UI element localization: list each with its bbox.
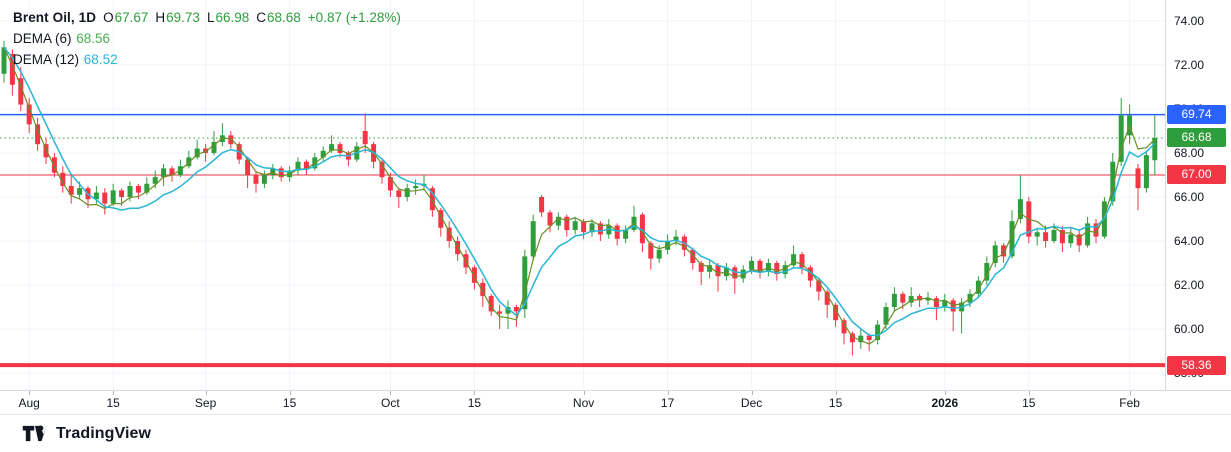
time-tick-label: 15 xyxy=(1022,396,1036,410)
price-badge-67.00: 67.00 xyxy=(1167,165,1226,185)
time-tick-label: Aug xyxy=(18,396,40,410)
dema-12-line xyxy=(3,46,1156,337)
indicator-value-dema6: 68.56 xyxy=(76,31,111,46)
time-tick-label: 17 xyxy=(660,396,675,410)
indicator-label-dema12[interactable]: DEMA (12) xyxy=(13,52,80,67)
time-tick-label: Sep xyxy=(194,396,217,410)
ohlc-value: 69.73 xyxy=(166,10,200,25)
time-tick-mark xyxy=(751,391,753,395)
candlestick-series xyxy=(1,40,1158,356)
price-badge-69.74: 69.74 xyxy=(1167,105,1226,125)
time-tick-mark xyxy=(1129,391,1131,395)
time-tick-label: Nov xyxy=(572,396,595,410)
price-tick-label: 64.00 xyxy=(1174,233,1205,248)
ohlc-label: L xyxy=(206,10,215,25)
indicator-value-dema12: 68.52 xyxy=(83,52,118,67)
time-tick-mark xyxy=(835,391,837,395)
price-tick-label: 68.00 xyxy=(1174,145,1205,160)
chart-legend: Brent Oil, 1D O67.67 H69.73 L66.98 C68.68 +0.… xyxy=(13,7,401,70)
tradingview-brand-text[interactable]: TradingView xyxy=(56,424,152,442)
price-tick-label: 62.00 xyxy=(1174,278,1205,293)
time-tick-mark xyxy=(29,391,31,395)
candlestick-chart[interactable] xyxy=(0,0,1165,390)
dema-6-line xyxy=(3,47,1156,345)
price-tick-label: 60.00 xyxy=(1174,322,1205,337)
time-tick-mark xyxy=(583,391,585,395)
change-value: +0.87 (+1.28%) xyxy=(307,10,401,25)
time-tick-label: 2026 xyxy=(931,396,959,410)
time-tick-mark xyxy=(390,391,392,395)
time-tick-mark xyxy=(113,391,115,395)
time-tick-label: 15 xyxy=(106,396,120,410)
symbol-title[interactable]: Brent Oil, 1D xyxy=(13,10,97,25)
price-badge-58.36: 58.36 xyxy=(1167,355,1226,375)
time-tick-mark xyxy=(1028,391,1030,395)
time-tick-label: Dec xyxy=(740,396,763,410)
time-tick-label: 15 xyxy=(467,396,482,410)
ohlc-label: O xyxy=(103,10,114,25)
indicator-row-dema6: DEMA (6) 68.56 xyxy=(13,28,401,49)
price-level-lines xyxy=(0,113,1165,368)
price-axis[interactable]: 74.0072.0070.0068.0066.0064.0062.0060.00… xyxy=(1165,0,1231,390)
time-tick-label: Oct xyxy=(381,396,400,410)
time-axis[interactable]: Aug 15 Sep 15 Oct 15 Nov 17 Dec 15 2026 15 Feb xyxy=(0,390,1231,415)
price-tick-label: 74.00 xyxy=(1174,13,1205,28)
footer-bar: TradingView xyxy=(0,414,1231,452)
time-tick-mark xyxy=(205,391,207,395)
ohlc-value: 66.98 xyxy=(215,10,250,25)
price-tick-label: 66.00 xyxy=(1174,189,1205,204)
ohlc-values: O67.67 H69.73 L66.98 C68.68 xyxy=(96,10,301,25)
indicator-label-dema6[interactable]: DEMA (6) xyxy=(13,31,72,46)
ohlc-label: C xyxy=(256,10,266,25)
time-tick-mark xyxy=(944,391,946,395)
ohlc-value: 68.68 xyxy=(267,10,301,25)
time-tick-label: Feb xyxy=(1119,396,1140,410)
price-badge-68.68: 68.68 xyxy=(1167,128,1226,148)
indicator-row-dema12: DEMA (12) 68.52 xyxy=(13,49,401,70)
ohlc-label: H xyxy=(155,10,166,25)
chart-plot-area[interactable]: Brent Oil, 1D O67.67 H69.73 L66.98 C68.68 +0.… xyxy=(0,0,1165,390)
price-tick-label: 72.00 xyxy=(1174,57,1205,72)
time-tick-mark xyxy=(289,391,291,395)
time-tick-mark xyxy=(474,391,476,395)
tradingview-logo-icon[interactable] xyxy=(22,425,48,442)
legend-symbol-row: Brent Oil, 1D O67.67 H69.73 L66.98 C68.68 +0.… xyxy=(13,7,401,28)
ohlc-value: 67.67 xyxy=(114,10,149,25)
time-tick-label: 15 xyxy=(282,396,297,410)
time-tick-label: 15 xyxy=(828,396,843,410)
time-tick-mark xyxy=(667,391,669,395)
